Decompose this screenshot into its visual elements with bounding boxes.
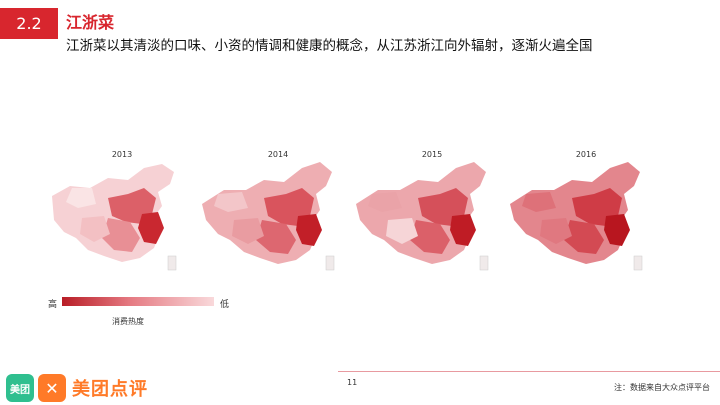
legend-caption: 消费热度 [112, 317, 144, 326]
china-map-icon [202, 162, 335, 271]
page-number: 11 [347, 378, 358, 387]
china-map-icon [510, 162, 643, 271]
map-year-label: 2015 [421, 150, 443, 159]
footer-divider [338, 371, 720, 372]
china-heat-map-2015: 2015 [352, 140, 512, 275]
china-map-icon [356, 162, 489, 271]
page-title: 江浙菜 [66, 13, 115, 32]
legend-high-label: 高 [48, 300, 58, 310]
map-year-label: 2014 [267, 150, 289, 159]
china-heat-map-2013: 2013 [42, 140, 202, 275]
meituan-logo-icon: 美团 [6, 374, 34, 402]
heat-legend: 高 低 消费热度 [40, 294, 250, 334]
page-subtitle: 江浙菜以其清淡的口味、小资的情调和健康的概念，从江苏浙江向外辐射，逐渐火遍全国 [66, 38, 593, 54]
china-map-icon [52, 164, 177, 271]
legend-gradient-bar [62, 297, 214, 306]
section-number-badge: 2.2 [0, 8, 58, 39]
china-heat-map-2016: 2016 [506, 140, 666, 275]
map-year-label: 2016 [575, 150, 597, 159]
dianping-logo-icon: ✕ [38, 374, 66, 402]
source-note: 注：数据来自大众点评平台 [614, 383, 710, 392]
logo-text: 美团点评 [72, 379, 148, 400]
china-heat-map-2014: 2014 [198, 140, 358, 275]
map-year-label: 2013 [111, 150, 133, 159]
heat-map-row: 2013 2014 2015 [0, 140, 720, 280]
legend-low-label: 低 [220, 300, 230, 310]
meituan-dianping-logo: 美团 ✕ 美团点评 [6, 372, 148, 404]
